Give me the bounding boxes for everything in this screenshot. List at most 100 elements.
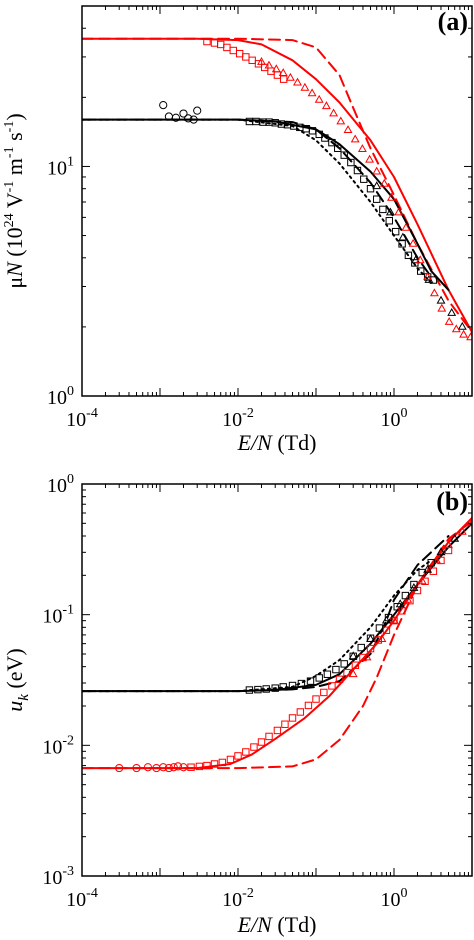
marker-square-red-1-21 — [351, 661, 360, 669]
marker-triangle-red-2-8 — [457, 526, 467, 535]
marker-triangle-red-4-7 — [307, 88, 317, 97]
marker-square-red-3-0 — [203, 37, 211, 46]
y-tick-label: 10-1 — [42, 603, 74, 628]
x-tick-label: 10-2 — [222, 886, 254, 911]
marker-square-red-1-4 — [218, 758, 227, 767]
marker-square-red-3-5 — [235, 49, 244, 58]
marker-triangle-red-4-16 — [372, 166, 382, 175]
marker-triangle-red-2-3 — [389, 615, 399, 624]
marker-triangle-red-4-27 — [451, 324, 461, 333]
marker-triangle-red-4-9 — [321, 101, 331, 110]
marker-square-red-3-2 — [216, 40, 225, 49]
marker-square-red-1-23 — [366, 644, 375, 653]
marker-triangle-black-2-0 — [372, 181, 382, 190]
marker-square-black-3-9 — [323, 670, 332, 678]
x-axis-label-a: E/N (Td) — [237, 430, 317, 455]
marker-square-red-1-1 — [195, 762, 204, 771]
marker-circle-red-0-8 — [179, 763, 188, 772]
marker-square-red-1-8 — [250, 743, 258, 751]
panel-label-a: (a) — [438, 7, 468, 36]
y-axis-label-part: N — [2, 261, 27, 278]
series-line-dashed-red-4 — [82, 520, 472, 770]
marker-square-red-1-9 — [257, 738, 266, 746]
marker-square-red-1-20 — [343, 668, 351, 677]
marker-triangle-red-2-0 — [348, 669, 358, 678]
marker-square-black-1-25 — [404, 251, 413, 260]
series-line-solid-black-2 — [82, 118, 450, 291]
marker-square-red-1-11 — [273, 726, 282, 735]
marker-circle-red-0-5 — [164, 763, 173, 773]
marker-circle-black-0-2 — [171, 113, 181, 122]
marker-square-black-1-22 — [385, 217, 393, 225]
marker-triangle-black-2-7 — [457, 321, 467, 330]
marker-triangle-red-4-8 — [314, 94, 324, 103]
y-axis-label-a: μN (1024 V-1 m-1 s-1) — [2, 113, 27, 288]
marker-square-red-1-3 — [210, 760, 219, 768]
marker-square-black-1-15 — [340, 151, 348, 159]
marker-square-black-1-18 — [360, 175, 368, 183]
x-tick-label: 10-4 — [66, 406, 98, 431]
marker-square-red-3-4 — [229, 46, 237, 55]
marker-square-red-3-12 — [279, 75, 288, 83]
y-tick-label: 101 — [47, 154, 74, 179]
marker-triangle-red-4-19 — [394, 207, 404, 216]
y-axis-label-part: (10 — [2, 227, 27, 262]
plot-frame-a — [81, 5, 473, 397]
marker-triangle-red-4-13 — [350, 134, 360, 143]
marker-triangle-black-2-5 — [436, 295, 446, 304]
marker-square-black-3-21 — [427, 558, 435, 567]
marker-square-black-3-6 — [297, 679, 306, 688]
x-tick-label: 100 — [381, 406, 408, 431]
marker-triangle-black-4-5 — [423, 564, 433, 573]
marker-square-black-3-11 — [340, 660, 348, 668]
series-line-solid-red-0 — [82, 37, 472, 333]
marker-triangle-black-2-6 — [447, 307, 457, 316]
marker-circle-red-0-4 — [159, 763, 168, 772]
marker-triangle-red-4-5 — [293, 77, 302, 86]
x-tick-label: 100 — [381, 886, 408, 911]
marker-circle-red-0-7 — [173, 762, 183, 771]
y-axis-label-part: ) — [2, 113, 27, 120]
marker-square-black-1-16 — [347, 158, 355, 167]
marker-square-red-1-16 — [312, 695, 320, 703]
series-line-dotted-black-4 — [82, 118, 433, 285]
marker-triangle-red-4-6 — [300, 82, 310, 91]
marker-circle-red-0-0 — [115, 763, 124, 773]
marker-triangle-red-2-1 — [362, 652, 372, 661]
y-tick-label: 100 — [47, 472, 74, 497]
y-axis-label-part: V — [2, 192, 27, 213]
marker-square-black-3-18 — [401, 591, 410, 600]
marker-square-red-3-1 — [210, 39, 219, 47]
marker-square-red-1-24 — [374, 636, 383, 644]
y-axis-label-part: μ — [2, 277, 27, 289]
marker-square-black-3-1 — [254, 685, 262, 694]
marker-square-black-3-19 — [410, 580, 418, 589]
marker-square-black-3-7 — [306, 677, 315, 685]
marker-square-red-1-30 — [421, 577, 429, 586]
marker-triangle-black-4-7 — [450, 533, 460, 542]
marker-triangle-red-4-2 — [271, 64, 281, 73]
marker-square-red-1-5 — [226, 755, 235, 764]
marker-square-black-1-29 — [429, 276, 438, 284]
marker-circle-red-0-2 — [143, 763, 153, 772]
marker-triangle-red-4-28 — [459, 329, 469, 338]
panel-label-b: (b) — [436, 487, 468, 516]
marker-triangle-red-4-23 — [423, 271, 433, 280]
x-axis-label-b: E/N (Td) — [237, 912, 317, 937]
series-line-solid-red-3 — [82, 516, 472, 770]
marker-triangle-red-4-21 — [408, 238, 418, 247]
marker-triangle-red-4-4 — [285, 72, 295, 81]
marker-triangle-red-2-9 — [467, 518, 472, 527]
marker-square-black-3-13 — [357, 643, 365, 652]
y-axis-label-part: 24 — [2, 213, 17, 227]
series-line-dashed-red-1 — [82, 37, 472, 333]
marker-triangle-black-4-2 — [381, 615, 391, 624]
marker-square-black-3-5 — [288, 681, 297, 690]
y-axis-label-part: -1 — [2, 121, 17, 133]
marker-triangle-red-4-17 — [379, 178, 389, 187]
marker-square-black-3-15 — [375, 624, 384, 632]
marker-square-red-1-6 — [234, 752, 242, 760]
marker-circle-black-0-4 — [184, 114, 193, 123]
marker-triangle-red-2-7 — [444, 540, 453, 549]
